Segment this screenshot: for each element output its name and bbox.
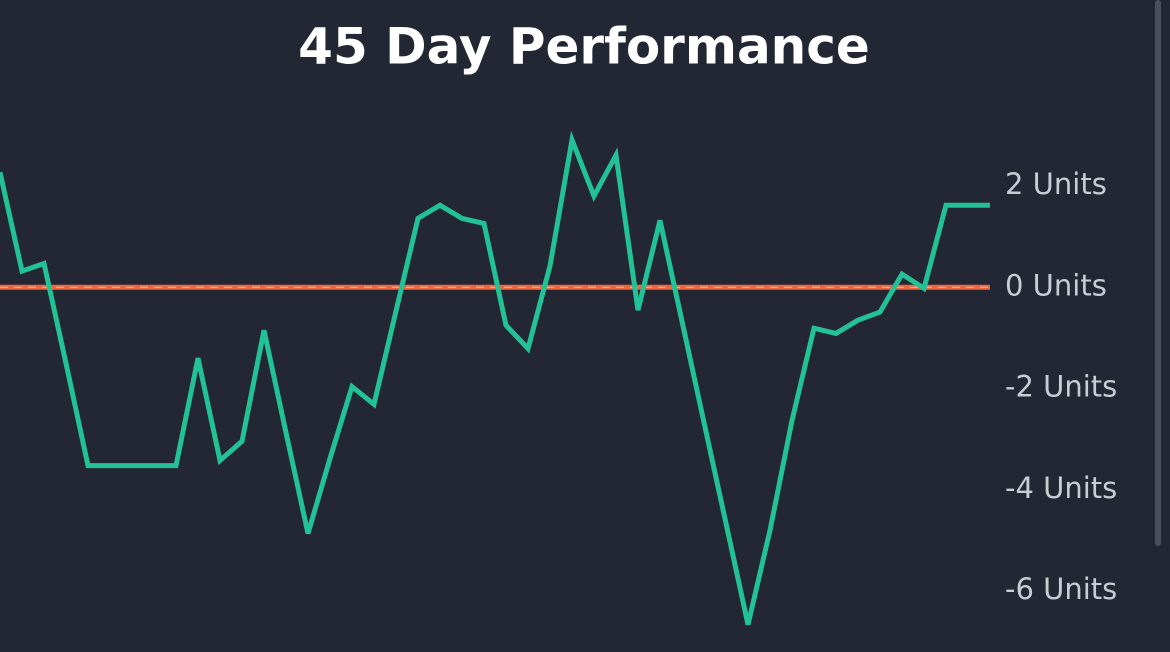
scrollbar[interactable] <box>1155 0 1161 546</box>
chart-title: 45 Day Performance <box>298 18 870 76</box>
y-tick-label: 0 Units <box>1005 268 1107 302</box>
y-tick-label: -4 Units <box>1005 471 1117 505</box>
y-tick-label: -2 Units <box>1005 370 1117 404</box>
y-tick-label: 2 Units <box>1005 167 1107 201</box>
y-tick-label: -6 Units <box>1005 572 1117 606</box>
series-line <box>0 130 990 626</box>
